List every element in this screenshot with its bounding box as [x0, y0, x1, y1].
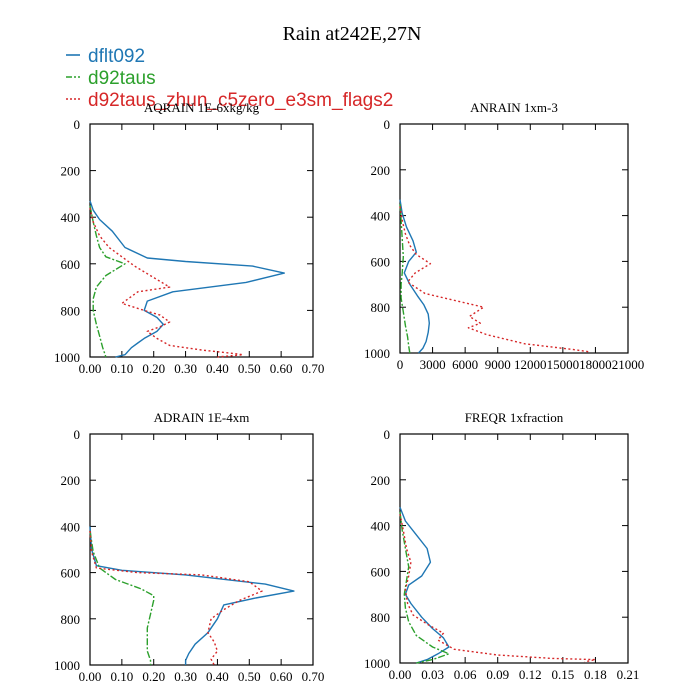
x-tick-label: 0.40	[206, 361, 229, 376]
x-tick-label: 0.30	[174, 361, 197, 376]
plot-frame	[89, 123, 314, 358]
series-line-d92taus	[89, 205, 126, 358]
series-line-d92taus	[399, 204, 411, 354]
panel-title: FREQR 1xfraction	[465, 410, 564, 425]
x-tick-label: 0.50	[238, 669, 261, 684]
y-tick-label: 800	[61, 612, 81, 627]
x-tick-label: 0.60	[270, 361, 293, 376]
y-tick-label: 0	[74, 117, 81, 132]
x-tick-label: 0.20	[142, 669, 165, 684]
y-tick-label: 200	[61, 473, 81, 488]
series-line-d92taus-zhun	[399, 206, 591, 353]
panel-1: AQRAIN 1E-6xkg/kg 0.00 0.10 0.20 0.30 0.40 0.5…	[54, 100, 324, 376]
y-tick-label: 400	[371, 519, 391, 534]
plot-frame	[399, 433, 629, 664]
x-tick-label: 0	[397, 357, 404, 372]
y-tick-label: 600	[371, 254, 391, 269]
x-tick-label: 0.60	[270, 669, 293, 684]
x-tick-label: 0.70	[302, 361, 325, 376]
x-tick-label: 0.09	[486, 667, 509, 682]
series-line-dflt092	[89, 526, 295, 665]
x-tick-label: 6000	[452, 357, 478, 372]
y-tick-label: 200	[61, 164, 81, 179]
series-line-dflt092	[399, 507, 450, 664]
x-tick-label: 0.70	[302, 669, 325, 684]
y-tick-label: 800	[371, 610, 391, 625]
series-line-d92taus-zhun	[399, 513, 597, 663]
legend-label-d92taus: d92taus	[88, 68, 156, 89]
x-tick-label: 0.00	[79, 669, 102, 684]
plot-frame	[399, 123, 629, 354]
x-tick-label: 0.00	[389, 667, 412, 682]
panel-2: ANRAIN 1xm-30 3000 6000 9000 12000 15000 18000…	[364, 100, 644, 372]
x-tick-label: 18000	[579, 357, 612, 372]
y-tick-label: 400	[61, 210, 81, 225]
y-tick-label: 600	[61, 566, 81, 581]
y-tick-label: 600	[371, 564, 391, 579]
legend-label-d92taus-zhun: d92taus_zhun_c5zero_e3sm_flags2	[88, 90, 393, 111]
x-tick-label: 3000	[420, 357, 446, 372]
series-line-d92taus-zhun	[89, 207, 244, 358]
y-tick-label: 600	[61, 257, 81, 272]
panel-3: ADRAIN 1E-4xm 0.00 0.10 0.20 0.30 0.40 0.50 0.6…	[54, 410, 324, 684]
plot-frame	[89, 433, 314, 666]
y-tick-label: 0	[384, 117, 391, 132]
panel-4: FREQR 1xfraction 0.00 0.03 0.06 0.09 0.12 0.15…	[364, 410, 639, 682]
y-tick-label: 200	[371, 163, 391, 178]
x-tick-label: 9000	[485, 357, 511, 372]
y-tick-label: 200	[371, 473, 391, 488]
x-tick-label: 0.50	[238, 361, 261, 376]
x-tick-label: 12000	[514, 357, 547, 372]
x-tick-label: 0.21	[617, 667, 640, 682]
x-tick-label: 21000	[612, 357, 645, 372]
series-line-d92taus	[89, 530, 155, 665]
series-line-d92taus-zhun	[89, 530, 263, 666]
y-tick-label: 1000	[54, 658, 80, 673]
y-tick-label: 1000	[364, 656, 390, 671]
x-tick-label: 0.06	[454, 667, 477, 682]
x-tick-label: 0.40	[206, 669, 229, 684]
x-tick-label: 0.20	[142, 361, 165, 376]
y-tick-label: 800	[61, 303, 81, 318]
series-line-dflt092	[399, 199, 430, 354]
x-tick-label: 0.00	[79, 361, 102, 376]
y-tick-label: 1000	[364, 346, 390, 361]
y-tick-label: 0	[384, 427, 391, 442]
panel-title: AQRAIN 1E-6xkg/kg	[144, 100, 260, 115]
legend: dflt092 d92taus d92taus_zhun_c5zero_e3sm…	[66, 46, 393, 111]
y-tick-label: 1000	[54, 350, 80, 365]
y-tick-label: 400	[61, 519, 81, 534]
panel-title: ANRAIN 1xm-3	[470, 100, 558, 115]
x-tick-label: 0.15	[551, 667, 574, 682]
x-tick-label: 0.10	[110, 669, 133, 684]
figure-title: Rain at242E,27N	[283, 23, 422, 45]
x-tick-label: 0.03	[421, 667, 444, 682]
x-tick-label: 0.12	[519, 667, 542, 682]
x-tick-label: 0.18	[584, 667, 607, 682]
x-tick-label: 15000	[547, 357, 580, 372]
x-tick-label: 0.10	[110, 361, 133, 376]
y-tick-label: 0	[74, 427, 81, 442]
series-line-dflt092	[89, 200, 285, 358]
panel-title: ADRAIN 1E-4xm	[154, 410, 250, 425]
x-tick-label: 0.30	[174, 669, 197, 684]
legend-label-dflt092: dflt092	[88, 46, 145, 67]
y-tick-label: 800	[371, 300, 391, 315]
y-tick-label: 400	[371, 209, 391, 224]
series-line-d92taus	[399, 511, 450, 664]
